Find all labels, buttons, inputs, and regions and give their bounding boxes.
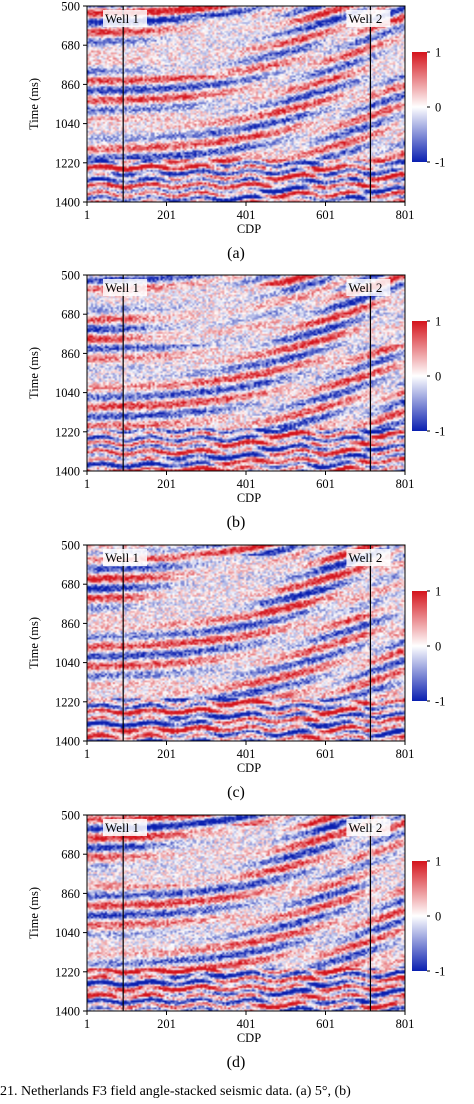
y-tick-label: 1040: [55, 386, 80, 400]
well-1-label-bg: [103, 10, 147, 27]
y-tick-label: 1400: [55, 465, 80, 479]
seismic-image: [87, 815, 405, 1011]
y-axis-title: Time (ms): [27, 617, 41, 669]
colorbar: [412, 861, 427, 971]
y-tick-label: 1040: [55, 117, 80, 131]
well-2-label: Well 2: [348, 550, 382, 565]
colorbar-tick-label: 0: [435, 101, 441, 115]
x-tick-label: 1: [84, 747, 90, 761]
seismic-panel-a: Well 1 Well 2 500 680 860 1040 1220 1400 1 201 401…: [27, 0, 445, 262]
seismic-image: [87, 545, 405, 741]
x-axis-title: CDP: [237, 222, 261, 236]
y-tick-label: 500: [61, 539, 80, 553]
well-1-label-bg: [103, 279, 147, 296]
well-2-label: Well 2: [348, 820, 382, 835]
x-tick-label: 601: [316, 477, 335, 491]
y-tick-label: 1400: [55, 196, 80, 210]
y-tick-label: 1400: [55, 735, 80, 749]
x-tick-label: 601: [316, 1017, 335, 1031]
seismic-image: [87, 275, 405, 471]
well-1-label: Well 1: [105, 820, 139, 835]
y-axis-title: Time (ms): [27, 887, 41, 939]
well-2-label: Well 2: [348, 11, 382, 26]
x-axis-title: CDP: [237, 761, 261, 775]
colorbar-tick-label: -1: [435, 965, 445, 979]
panel-label: (c): [227, 784, 245, 801]
colorbar-tick-label: 0: [435, 910, 441, 924]
x-tick-label: 801: [396, 747, 415, 761]
y-tick-label: 500: [61, 269, 80, 283]
well-2-label-bg: [346, 549, 391, 566]
x-axis-title: CDP: [237, 491, 261, 505]
colorbar-tick-label: 1: [435, 46, 441, 60]
seismic-panel-b: Well 1 Well 2 500 680 860 1040 1220 1400 1 201 401…: [27, 269, 445, 532]
y-tick-label: 1400: [55, 1005, 80, 1019]
well-1-label: Well 1: [105, 280, 139, 295]
y-tick-label: 680: [61, 578, 80, 592]
colorbar-tick-label: -1: [435, 425, 445, 439]
x-tick-label: 1: [84, 1017, 90, 1031]
colorbar-tick-label: -1: [435, 695, 445, 709]
y-tick-label: 1040: [55, 926, 80, 940]
well-1-label: Well 1: [105, 550, 139, 565]
y-tick-label: 1040: [55, 656, 80, 670]
panel-label: (d): [227, 1054, 246, 1071]
well-1-label: Well 1: [105, 11, 139, 26]
y-tick-label: 680: [61, 848, 80, 862]
figure-caption: 21. Netherlands F3 field angle-stacked s…: [0, 1084, 351, 1099]
x-tick-label: 1: [84, 477, 90, 491]
x-tick-label: 401: [237, 1017, 256, 1031]
y-tick-label: 1220: [55, 156, 80, 170]
x-tick-label: 1: [84, 208, 90, 222]
well-2-label: Well 2: [348, 280, 382, 295]
panel-label: (b): [227, 514, 246, 531]
y-tick-label: 500: [61, 0, 80, 14]
x-tick-label: 801: [396, 1017, 415, 1031]
colorbar: [412, 52, 427, 162]
y-tick-label: 680: [61, 308, 80, 322]
x-tick-label: 801: [396, 477, 415, 491]
colorbar: [412, 321, 427, 431]
x-tick-label: 601: [316, 747, 335, 761]
well-1-label-bg: [103, 819, 147, 836]
x-tick-label: 401: [237, 747, 256, 761]
seismic-image: [87, 6, 405, 202]
y-tick-label: 680: [61, 39, 80, 53]
well-1-label-bg: [103, 549, 147, 566]
colorbar-tick-label: 1: [435, 585, 441, 599]
x-tick-label: 201: [157, 747, 176, 761]
panel-label: (a): [227, 245, 245, 262]
y-axis-title: Time (ms): [27, 347, 41, 399]
colorbar-tick-label: 1: [435, 855, 441, 869]
y-tick-label: 860: [61, 887, 80, 901]
well-2-label-bg: [346, 10, 391, 27]
colorbar-tick-label: 0: [435, 370, 441, 384]
x-tick-label: 601: [316, 208, 335, 222]
seismic-panel-c: Well 1 Well 2 500 680 860 1040 1220 1400 1 201 401…: [27, 539, 445, 802]
well-2-label-bg: [346, 279, 391, 296]
y-tick-label: 860: [61, 347, 80, 361]
x-tick-label: 201: [157, 1017, 176, 1031]
x-tick-label: 801: [396, 208, 415, 222]
y-tick-label: 500: [61, 809, 80, 823]
x-axis-title: CDP: [237, 1031, 261, 1045]
x-tick-label: 401: [237, 477, 256, 491]
x-tick-label: 401: [237, 208, 256, 222]
y-tick-label: 860: [61, 78, 80, 92]
y-tick-label: 1220: [55, 425, 80, 439]
x-tick-label: 201: [157, 208, 176, 222]
seismic-panel-d: Well 1 Well 2 500 680 860 1040 1220 1400 1 201 401…: [27, 809, 445, 1072]
y-tick-label: 1220: [55, 695, 80, 709]
y-axis-title: Time (ms): [27, 78, 41, 130]
colorbar-tick-label: 0: [435, 640, 441, 654]
x-tick-label: 201: [157, 477, 176, 491]
colorbar-tick-label: -1: [435, 156, 445, 170]
well-2-label-bg: [346, 819, 391, 836]
y-tick-label: 1220: [55, 965, 80, 979]
y-tick-label: 860: [61, 617, 80, 631]
colorbar-tick-label: 1: [435, 315, 441, 329]
colorbar: [412, 591, 427, 701]
